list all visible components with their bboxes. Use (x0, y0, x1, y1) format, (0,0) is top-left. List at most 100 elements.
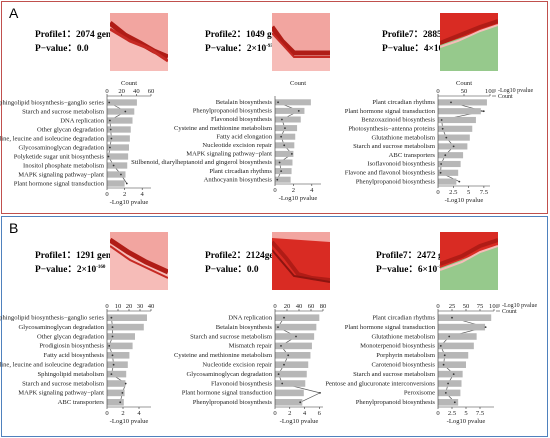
bar (275, 176, 291, 183)
count-point (112, 363, 115, 366)
bar (438, 314, 492, 321)
count-point (111, 326, 114, 328)
count-line (276, 101, 300, 180)
count-point (297, 110, 300, 112)
count-point (124, 110, 127, 113)
bar (438, 342, 474, 350)
bar (275, 380, 306, 387)
category-label: Glutathione metabolism (371, 333, 435, 340)
bar (107, 108, 135, 115)
bar (107, 333, 135, 340)
category-label: Carotenoid biosynthesis (371, 362, 435, 369)
count-line (440, 317, 487, 403)
category-label: Pentose and glucuronate interconversions (325, 380, 435, 387)
bar (438, 108, 481, 115)
category-label: Porphyrin metabolism (376, 352, 436, 359)
count-point (280, 170, 283, 173)
bar (275, 116, 301, 123)
tick-label: 60 (148, 88, 155, 95)
count-point (484, 326, 487, 328)
bar (107, 361, 128, 368)
count-point (277, 101, 279, 104)
count-point (452, 145, 455, 148)
bar (107, 314, 147, 321)
count-point (458, 180, 461, 183)
category-label: Glycosaminoglycan degradation (186, 371, 272, 378)
count-point (299, 401, 302, 404)
tick-label: 50 (463, 303, 470, 310)
count-point (119, 401, 122, 404)
tick-label: 0 (105, 410, 109, 417)
profile-pvalue: P−value：2×10-93 (205, 44, 273, 55)
bar (107, 380, 126, 387)
category-label: Plant circadian rhythms (372, 315, 435, 322)
category-label: Phenylpropanoid biosynthesis (356, 178, 436, 185)
count-point (295, 335, 297, 338)
category-label: Cysteine and methionine metabolism (174, 352, 273, 359)
tick-label: 50 (461, 88, 468, 95)
category-label: Nucleotide excision repair (202, 142, 272, 149)
count-point (283, 316, 285, 319)
bar (275, 352, 311, 359)
category-label: Fatty acid biosynthesis (44, 352, 105, 359)
tick-label: 30 (137, 303, 144, 310)
bar (438, 99, 487, 106)
profile-title: Profile2：1049 genes P−value：2×10-93 (205, 29, 289, 55)
legend-swatch (496, 304, 500, 307)
bar (438, 333, 477, 340)
bar (107, 180, 125, 187)
tick-label: 5 (464, 410, 468, 417)
count-point (280, 345, 282, 347)
category-label: Inositol phosphate metabolism (23, 162, 105, 169)
tick-label: 2.5 (449, 189, 458, 196)
bar (275, 133, 296, 140)
x-axis-label: -Log10 pvalue (445, 197, 484, 204)
x-axis-label: -Log10 pvalue (279, 195, 318, 202)
profile-name: Profile7：2472 genes (376, 251, 460, 261)
bar (107, 323, 144, 331)
category-label: Stilbenoid, diarylheptanoid and gingerol… (131, 159, 272, 166)
count-point (450, 101, 452, 104)
bar (275, 399, 303, 406)
tick-label: 4 (137, 410, 141, 417)
profile-name: Profile1：2074 genes (35, 30, 119, 40)
category-label: Plant circadian rhythms (209, 168, 272, 175)
bar (107, 399, 124, 406)
count-point (447, 382, 449, 385)
category-label: MAPK signaling pathway−plant (18, 171, 104, 178)
bar (275, 150, 294, 157)
category-label: Flavonoid biosynthesis (211, 116, 272, 123)
bar (107, 342, 133, 350)
count-point (278, 161, 281, 164)
profile-title: Profile1：2074 genes P−value：0.0 (35, 29, 119, 55)
category-label: Flavone and flavonol biosynthesis (345, 170, 436, 177)
count-point (112, 164, 115, 167)
tick-label: 2 (292, 187, 295, 194)
profile-title: Profile1：1291 genes P−value：2×10-160 (35, 250, 119, 276)
count-line (440, 102, 484, 182)
bar (107, 352, 130, 359)
bar (275, 370, 307, 378)
category-label: Photosynthesis−antenna proteins (348, 126, 435, 133)
count-point (108, 345, 111, 347)
tick-label: 6 (318, 410, 322, 417)
bar (438, 178, 457, 185)
category-label: ABC transporters (58, 399, 105, 406)
bar (438, 399, 459, 406)
tick-label: 0 (105, 303, 109, 310)
count-point (283, 363, 285, 366)
panel-label: B (9, 220, 19, 236)
bar (438, 352, 469, 359)
count-point (441, 127, 444, 130)
tick-label: 5 (467, 189, 471, 196)
count-point (108, 101, 111, 104)
x-axis-label: -Log10 pvalue (110, 199, 149, 206)
legend-label: -Log10 pvalue (498, 88, 533, 94)
enrichment-chart: Glycophingolipid biosynthesis−ganglio se… (0, 80, 155, 206)
count-point (283, 144, 286, 147)
tick-label: 2 (121, 410, 124, 417)
bar (438, 152, 464, 159)
profile-pvalue: P−value：0.0 (35, 44, 89, 55)
tick-label: 0 (273, 410, 277, 417)
